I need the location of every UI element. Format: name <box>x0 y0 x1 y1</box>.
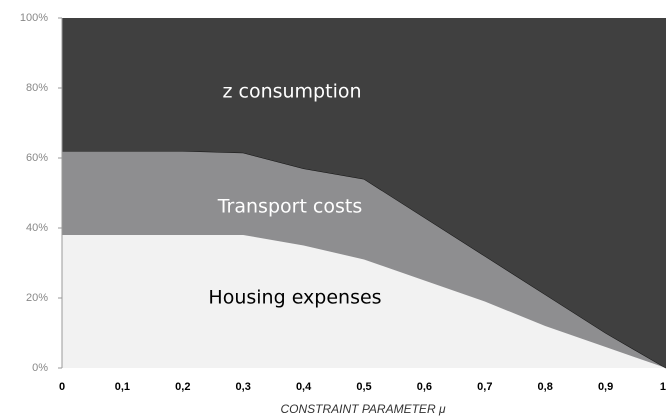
x-tick-label: 1 <box>660 381 666 393</box>
x-tick-label: 0,5 <box>356 381 371 393</box>
x-tick-label: 0,2 <box>175 381 190 393</box>
y-tick-label: 80% <box>26 82 48 94</box>
area-label: Transport costs <box>217 196 363 218</box>
y-tick-label: 100% <box>20 12 48 24</box>
y-tick-label: 20% <box>26 292 48 304</box>
area <box>62 235 666 368</box>
y-tick-label: 40% <box>26 222 48 234</box>
x-tick-label: 0,8 <box>538 381 553 393</box>
y-tick-label: 60% <box>26 152 48 164</box>
x-tick-label: 0,4 <box>296 381 312 393</box>
area <box>62 18 666 368</box>
area <box>62 151 666 368</box>
x-tick-label: 0 <box>59 381 65 393</box>
y-tick-label: 0% <box>32 362 48 374</box>
area-label: z consumption <box>222 81 361 103</box>
x-axis-label: CONSTRAINT PARAMETER μ <box>280 402 445 416</box>
area-label: Housing expenses <box>208 287 381 309</box>
x-tick-label: 0,7 <box>477 381 492 393</box>
x-tick-label: 0,6 <box>417 381 432 393</box>
x-tick-label: 0,3 <box>236 381 251 393</box>
x-tick-label: 0,1 <box>115 381 130 393</box>
x-tick-label: 0,9 <box>598 381 613 393</box>
